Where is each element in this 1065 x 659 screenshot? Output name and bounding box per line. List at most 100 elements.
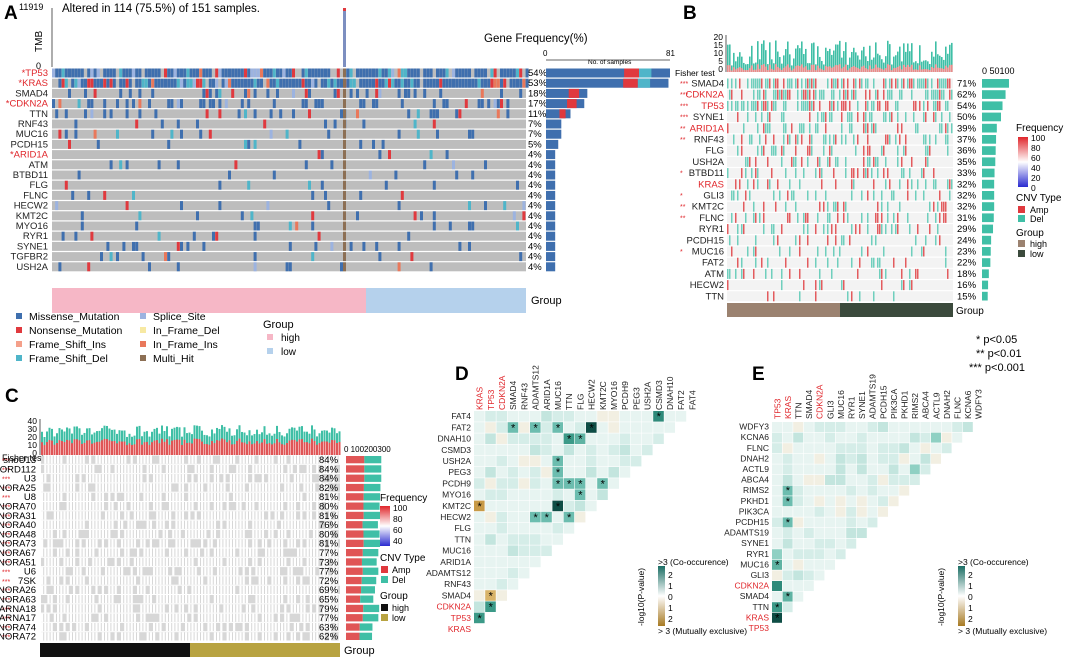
cnv-gap: [332, 585, 335, 594]
frequency-bar-amp: [346, 632, 360, 640]
colorbar-tick: 40: [393, 536, 403, 546]
matrix-cell: [574, 489, 586, 500]
mutation-cell: [372, 78, 375, 88]
significance-star: *: [601, 478, 606, 490]
cnv-gap: [201, 474, 204, 483]
matrix-cell: [782, 432, 793, 443]
cnv-cell: [915, 190, 917, 201]
cnv-gap: [191, 585, 194, 594]
cnv-count-bar-amp: [827, 66, 829, 72]
cnv-gap: [332, 567, 335, 576]
mutation-cell: [160, 78, 164, 88]
gene-row-bg: [41, 622, 340, 632]
cnv-cell: [939, 100, 941, 111]
matrix-cell: [825, 443, 835, 454]
cnv-gap: [108, 529, 111, 539]
cnv-gap: [322, 613, 325, 622]
cnv-gap: [261, 613, 264, 622]
cnv-gap: [92, 539, 95, 548]
mutation-cell: [439, 78, 443, 88]
matrix-cell: [772, 496, 782, 507]
cnv-gap: [268, 511, 271, 520]
cnv-cell: [883, 89, 885, 100]
cnv-gap: [85, 557, 88, 567]
cnv-gap: [191, 604, 194, 613]
cnv-gap: [165, 613, 168, 622]
cnv-cell: [865, 100, 867, 111]
mutation-cell: [461, 78, 465, 88]
mutation-cell: [448, 78, 452, 88]
cnv-gap: [217, 539, 220, 548]
column-label: RNF43: [519, 383, 529, 410]
matrix-cell: [782, 570, 793, 581]
gene-row-bg: [727, 224, 953, 235]
cnv-cell: [795, 145, 797, 156]
cnv-gap: [329, 632, 332, 641]
cnv-gap: [172, 604, 175, 613]
cnv-gap: [268, 464, 271, 474]
mutation-cell: [71, 190, 75, 200]
cnv-cell: [885, 224, 887, 235]
mutation-cell: [432, 119, 436, 129]
cnv-gap: [245, 585, 248, 594]
group-high-swatch: [381, 604, 388, 611]
cnv-gap: [124, 585, 127, 594]
cnv-count-bar-amp: [853, 65, 855, 72]
cnv-gap: [172, 622, 175, 632]
cnv-count-bar-amp: [915, 69, 917, 72]
multi-hit-cell: [343, 252, 346, 262]
cnv-gap: [89, 604, 92, 613]
cnv-gap: [274, 595, 277, 604]
cnv-count-bar-amp: [757, 64, 759, 72]
cnv-gap: [44, 520, 47, 529]
gene-label: MUC16: [16, 129, 48, 140]
mutation-cell: [186, 68, 190, 78]
cnv-gap: [66, 520, 69, 529]
mutation-cell: [416, 68, 420, 78]
multi-hit-cell: [343, 262, 346, 272]
mutation-cell: [394, 78, 398, 88]
cnv-gap: [162, 595, 165, 604]
cnv-cell: [927, 100, 929, 111]
cnv-gap: [277, 557, 280, 567]
cnv-gap: [149, 595, 152, 604]
matrix-cell: [541, 523, 552, 534]
matrix-cell: [803, 581, 814, 591]
cnv-gap: [303, 595, 306, 604]
matrix-cell: [931, 432, 941, 443]
row-label: TP53: [451, 613, 472, 623]
mutation-cell: [445, 78, 449, 88]
mutation-cell: [397, 88, 401, 98]
mutation-cell: [500, 88, 503, 98]
cnv-count-bar-amp: [163, 441, 166, 455]
cnv-gap: [89, 455, 92, 464]
mutation-cell: [298, 139, 302, 149]
cnv-gap: [178, 474, 181, 483]
mutation-cell: [311, 221, 315, 231]
matrix-cell: [803, 549, 814, 560]
cnv-gap: [306, 585, 309, 594]
cnv-count-bar: [805, 48, 807, 72]
cnv-gap: [319, 585, 322, 594]
cnv-gap: [217, 474, 220, 483]
mutation-cell: [234, 78, 238, 88]
row-label: ARID1A: [440, 557, 471, 567]
cnv-gap: [204, 613, 207, 622]
cnv-count-bar-amp: [201, 441, 203, 455]
cnv-count-bar-amp: [263, 439, 266, 455]
matrix-cell: [941, 443, 952, 454]
matrix-cell: [856, 506, 867, 517]
cnv-gap: [319, 492, 322, 501]
mutation-cell: [135, 221, 139, 231]
cnv-cell: [735, 268, 737, 279]
cnv-gap: [284, 492, 287, 501]
cnv-gap: [47, 622, 50, 632]
cnv-count-bar-amp: [71, 443, 73, 455]
matrix-cell: [793, 570, 804, 581]
cnv-gap: [95, 483, 98, 492]
cnv-cell: [783, 100, 785, 111]
legend-swatch: [140, 355, 146, 361]
matrix-cell: [825, 432, 835, 443]
cnv-gap: [217, 576, 220, 585]
cnv-cell: [779, 89, 781, 100]
